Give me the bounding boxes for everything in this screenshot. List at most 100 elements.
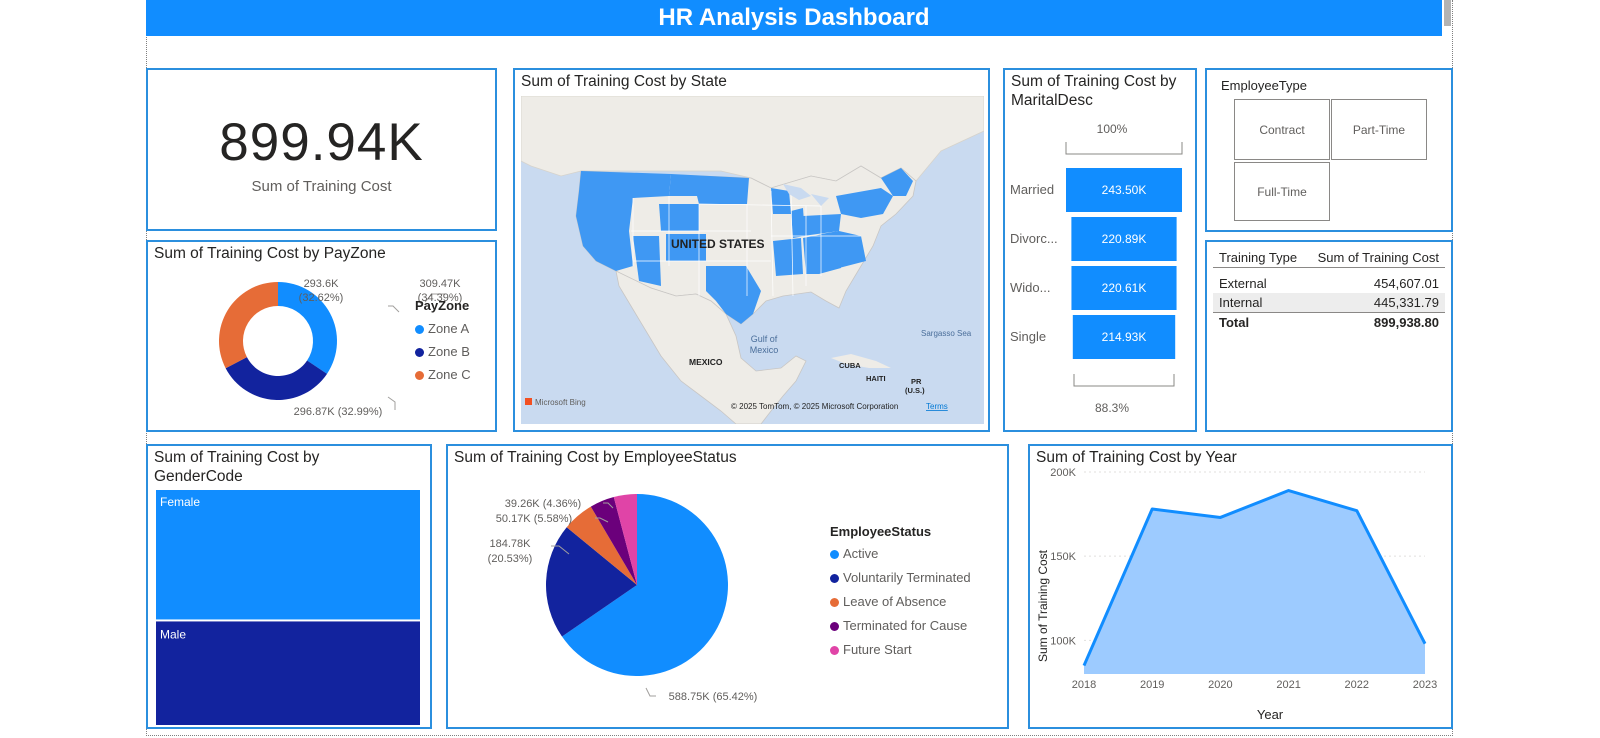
legend-item-active[interactable]: Active xyxy=(830,546,971,561)
legend-item-zone-c[interactable]: Zone C xyxy=(415,367,471,382)
treemap-label-male: Male xyxy=(160,627,186,641)
state-wisconsin[interactable] xyxy=(771,188,791,214)
legend-item-leave-of-absence[interactable]: Leave of Absence xyxy=(830,594,971,609)
x-tick-label: 2019 xyxy=(1140,679,1164,691)
funnel-bar-2[interactable] xyxy=(1071,266,1177,310)
x-axis-ticks: 2018 2019 2020 2021 2022 2023 xyxy=(1072,679,1437,691)
training-type-table[interactable]: Training Type Sum of Training Cost Exter… xyxy=(1205,240,1453,432)
state-colorado[interactable] xyxy=(666,234,706,261)
legend-dot-icon xyxy=(415,325,424,335)
table-header-row: Training Type Sum of Training Cost xyxy=(1213,248,1445,268)
year-area-visual[interactable]: Sum of Training Cost by Year 100K 150K 200… xyxy=(1028,444,1453,729)
funnel-bar-value: 243.50K xyxy=(1102,183,1147,197)
gender-treemap-chart: Female Male xyxy=(156,490,420,725)
funnel-bar-3[interactable] xyxy=(1072,315,1176,359)
zone-c-pct-label: (32.62%) xyxy=(299,292,344,304)
status-pie-chart: 39.26K (4.36%) 50.17K (5.58%) 184.78K (2… xyxy=(488,494,758,703)
leader-line xyxy=(387,396,396,410)
year-chart-title: Sum of Training Cost by Year xyxy=(1036,449,1237,466)
pie-slice-future-start[interactable] xyxy=(613,494,637,585)
pie-label-588k: 588.75K (65.42%) xyxy=(669,691,758,703)
legend-item-terminated-for-cause[interactable]: Terminated for Cause xyxy=(830,618,971,633)
funnel-top-bracket xyxy=(1065,142,1183,155)
legend-item-zone-a[interactable]: Zone A xyxy=(415,321,471,336)
payzone-donut-visual[interactable]: Sum of Training Cost by PayZone 309.47K … xyxy=(146,240,497,432)
map-title: Sum of Training Cost by State xyxy=(521,73,727,90)
legend-label: Leave of Absence xyxy=(843,594,947,609)
state-map-visual[interactable]: Sum of Training Cost by State xyxy=(513,68,990,432)
donut-slices xyxy=(219,282,337,400)
payzone-legend-title: PayZone xyxy=(415,298,470,313)
legend-label: Voluntarily Terminated xyxy=(843,570,971,585)
vertical-scrollbar[interactable] xyxy=(1444,0,1451,26)
legend-item-voluntarily-terminated[interactable]: Voluntarily Terminated xyxy=(830,570,971,585)
state-northeast[interactable] xyxy=(836,188,893,218)
funnel-bar-1[interactable] xyxy=(1071,217,1177,261)
status-legend: EmployeeStatus Active Voluntarily Termin… xyxy=(830,524,971,657)
zone-a-pct-label: (34.39%) xyxy=(418,292,463,304)
status-legend-title: EmployeeStatus xyxy=(830,524,932,539)
employee-type-slicer[interactable]: EmployeeType Contract Part-Time Full-Tim… xyxy=(1205,68,1453,232)
payzone-donut-chart: 309.47K (34.39%) 293.6K (32.62%) 296.87K… xyxy=(219,278,463,418)
gender-treemap-visual[interactable]: Sum of Training Cost by GenderCode Female… xyxy=(146,444,432,729)
kpi-label: Sum of Training Cost xyxy=(251,178,392,195)
pie-slice-leave-of-absence[interactable] xyxy=(566,506,637,585)
legend-dot-icon xyxy=(415,348,424,358)
treemap-tile-female[interactable] xyxy=(156,490,420,620)
legend-label: Future Start xyxy=(843,642,912,657)
state-wyoming[interactable] xyxy=(659,204,699,231)
map-label-sargasso: Sargasso Sea xyxy=(921,329,972,338)
tile-part-time[interactable]: Part-Time xyxy=(1331,99,1427,160)
state-carolinas[interactable] xyxy=(821,231,866,268)
y-axis-ticks: 100K 150K 200K xyxy=(1050,467,1076,647)
funnel-bottom-pct: 88.3% xyxy=(1095,401,1129,415)
leader-line xyxy=(595,517,609,523)
legend-item-zone-b[interactable]: Zone B xyxy=(415,344,471,359)
state-montana[interactable] xyxy=(669,174,749,204)
map-label-haiti: HAITI xyxy=(866,374,886,383)
gender-title-line1: Sum of Training Cost by xyxy=(154,449,320,466)
state-indiana[interactable] xyxy=(791,208,805,238)
map-canvas[interactable]: UNITED STATES Gulf of Mexico Sargasso Se… xyxy=(521,96,984,424)
pie-slice-voluntarily-terminated[interactable] xyxy=(546,527,637,637)
state-borders xyxy=(631,190,861,297)
funnel-bar-0[interactable] xyxy=(1066,168,1182,212)
pie-slice-active[interactable] xyxy=(561,494,728,676)
legend-dot-icon xyxy=(830,646,839,656)
zone-b-value-label: 296.87K (32.99%) xyxy=(294,406,383,418)
state-maine[interactable] xyxy=(881,168,913,196)
state-kentucky[interactable] xyxy=(803,214,841,236)
table-header-cost[interactable]: Sum of Training Cost xyxy=(1317,250,1439,265)
tile-contract[interactable]: Contract xyxy=(1234,99,1330,160)
treemap-label-female: Female xyxy=(160,495,200,509)
y-tick-label: 200K xyxy=(1050,467,1076,479)
legend-item-future-start[interactable]: Future Start xyxy=(830,642,971,657)
state-west-coast[interactable] xyxy=(576,171,671,271)
treemap-tile-male[interactable] xyxy=(156,621,420,725)
tile-full-time[interactable]: Full-Time xyxy=(1234,162,1330,221)
map-copyright: © 2025 TomTom, © 2025 Microsoft Corporat… xyxy=(731,402,898,411)
map-label-cuba: CUBA xyxy=(839,361,861,370)
legend-dot-icon xyxy=(830,598,839,608)
slicer-title: EmployeeType xyxy=(1221,78,1307,93)
zone-a-value-label: 309.47K xyxy=(420,278,462,290)
state-southeast-1[interactable] xyxy=(773,238,803,276)
donut-slice-zone-b[interactable] xyxy=(225,357,328,400)
training-table: Training Type Sum of Training Cost Exter… xyxy=(1213,248,1445,332)
table-header-training-type[interactable]: Training Type xyxy=(1219,250,1298,265)
donut-slice-zone-c[interactable] xyxy=(219,282,278,369)
year-area-chart: 100K 150K 200K 2018 2019 2020 2021 2022 2023 Ye… xyxy=(1036,467,1437,722)
map-label-gulf-2: Mexico xyxy=(750,345,779,355)
table-cell: External xyxy=(1219,275,1267,291)
funnel-category-label: Divorc... xyxy=(1010,231,1058,246)
donut-slice-zone-a[interactable] xyxy=(278,282,337,374)
funnel-bar-value: 220.61K xyxy=(1102,281,1147,295)
x-tick-label: 2018 xyxy=(1072,679,1096,691)
kpi-card[interactable]: 899.94K Sum of Training Cost xyxy=(146,68,497,231)
payzone-chart-title: Sum of Training Cost by PayZone xyxy=(154,245,386,262)
status-pie-visual[interactable]: Sum of Training Cost by EmployeeStatus 3… xyxy=(446,444,1009,729)
map-terms-link[interactable]: Terms xyxy=(926,402,948,411)
map-label-gulf: Gulf of xyxy=(751,334,778,344)
marital-funnel-visual[interactable]: Sum of Training Cost by MaritalDesc 100% … xyxy=(1003,68,1197,432)
table-cell: 454,607.01 xyxy=(1373,275,1439,291)
